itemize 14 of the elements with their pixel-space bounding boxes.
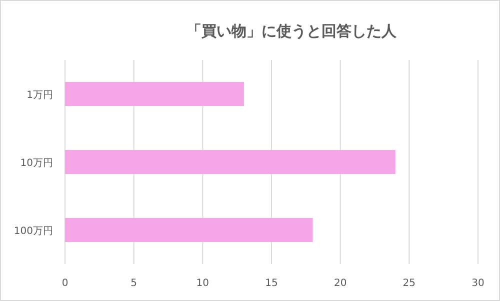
chart-title: 「買い物」に使うと回答した人: [186, 22, 398, 40]
x-tick-label: 0: [62, 278, 68, 289]
y-tick-label: 1万円: [26, 90, 53, 101]
y-tick-label: 10万円: [20, 158, 53, 169]
x-tick-label: 15: [265, 278, 278, 289]
x-tick-label: 30: [472, 278, 484, 289]
bar: [65, 218, 313, 242]
x-tick-label: 5: [130, 278, 138, 289]
x-tick-label: 20: [334, 278, 347, 289]
x-tick-label: 10: [196, 278, 210, 289]
y-tick-label: 100万円: [14, 226, 53, 237]
bar: [65, 150, 396, 174]
bar: [65, 82, 244, 106]
x-tick-label: 25: [402, 278, 416, 289]
